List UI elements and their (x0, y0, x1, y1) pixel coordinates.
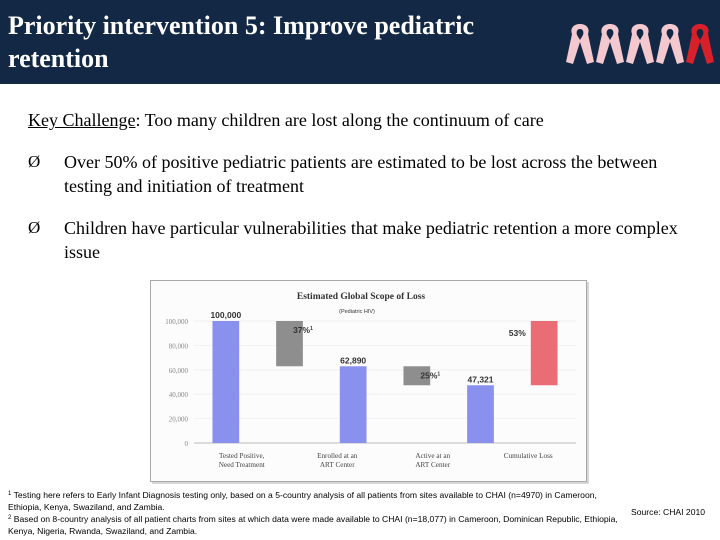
y-tick-label: 100,000 (165, 318, 188, 326)
footnote-marker: 2 (8, 515, 12, 521)
footnote-marker: 1 (8, 491, 12, 497)
category-label: Enrolled at an (317, 452, 358, 460)
chart-subtitle: (Pediatric HIV) (339, 309, 375, 315)
key-challenge: Key Challenge: Too many children are los… (28, 109, 708, 131)
y-tick-label: 0 (185, 440, 189, 448)
bar-data-label: 100,000 (210, 310, 241, 320)
arrow-bullet-icon: Ø (28, 152, 41, 171)
awareness-ribbons (566, 24, 714, 64)
category-label: Tested Positive, (219, 452, 265, 460)
footnote-2: 2 Based on 8-country analysis of all pat… (8, 512, 628, 537)
ribbon-icon (626, 24, 654, 64)
category-label: ART Center (320, 461, 355, 469)
chart-title: Estimated Global Scope of Loss (297, 292, 426, 302)
y-tick-label: 20,000 (169, 416, 189, 424)
title-bar: Priority intervention 5: Improve pediatr… (0, 0, 720, 84)
bullet-text: Over 50% of positive pediatric patients … (64, 152, 658, 196)
slide-title: Priority intervention 5: Improve pediatr… (8, 11, 474, 73)
source-note: Source: CHAI 2010 (631, 507, 706, 517)
key-challenge-text: Too many children are lost along the con… (140, 110, 544, 130)
y-tick-label: 80,000 (169, 342, 189, 350)
footnote-text: Based on 8-country analysis of all patie… (8, 514, 618, 536)
bar-data-label: 62,890 (340, 355, 366, 365)
bar-tested-positive (212, 321, 240, 443)
bar-data-label: 25%1 (420, 370, 440, 380)
ribbon-icon (566, 24, 594, 64)
bar-loss-1 (276, 321, 303, 367)
ribbon-icon (656, 24, 684, 64)
bar-loss-2 (403, 366, 431, 386)
loss-chart: Estimated Global Scope of Loss (Pediatri… (150, 280, 587, 482)
footnote-1: 1 Testing here refers to Early Infant Di… (8, 488, 628, 513)
y-tick-label: 60,000 (169, 367, 189, 375)
bullet-text: Children have particular vulnerabilities… (64, 218, 678, 262)
bar-cumulative-loss (530, 321, 558, 386)
ribbon-icon (686, 24, 714, 64)
loss-chart-svg: Estimated Global Scope of Loss (Pediatri… (165, 292, 576, 469)
key-challenge-label: Key Challenge (28, 110, 136, 130)
category-label: ART Center (415, 461, 450, 469)
bar-data-label: 47,321 (468, 374, 494, 384)
category-label: Active at an (415, 452, 450, 460)
bar-data-label-footnote: 1 (310, 326, 313, 332)
y-tick-label: 40,000 (169, 391, 189, 399)
bar-data-label: 53% (509, 328, 526, 338)
bar-enrolled (339, 366, 367, 443)
ribbon-icon (596, 24, 624, 64)
footnote-text: Testing here refers to Early Infant Diag… (8, 490, 597, 512)
bar-data-label: 37%1 (293, 325, 313, 335)
bar-data-label-footnote: 1 (437, 371, 440, 377)
category-label: Need Treatment (219, 461, 265, 469)
category-label: Cumulative Loss (504, 452, 553, 460)
bar-active (467, 385, 494, 443)
key-challenge-colon: : (135, 110, 141, 130)
arrow-bullet-icon: Ø (28, 218, 41, 237)
